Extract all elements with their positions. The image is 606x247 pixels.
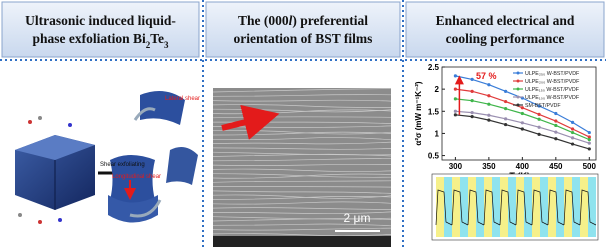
panel-title: orientation of BST films bbox=[234, 31, 373, 46]
legend-label: ULPE₂₀₀ W-BST/PVDF bbox=[525, 79, 580, 85]
y-tick-label: 1 bbox=[435, 129, 440, 138]
data-point bbox=[454, 113, 457, 116]
legend-marker bbox=[517, 104, 520, 107]
x-tick-label: 500 bbox=[583, 162, 597, 171]
title-segment: orientation of BST films bbox=[234, 31, 373, 46]
data-point bbox=[537, 113, 540, 116]
data-point bbox=[487, 83, 490, 86]
panel-title: Enhanced electrical and bbox=[436, 13, 575, 28]
x-tick-label: 450 bbox=[549, 162, 563, 171]
data-point bbox=[571, 136, 574, 139]
data-point bbox=[521, 121, 524, 124]
title-segment: ) preferential bbox=[292, 13, 368, 28]
data-point bbox=[588, 142, 591, 145]
exfoliation-illustration bbox=[15, 91, 198, 224]
legend-marker bbox=[517, 88, 520, 91]
title-segment: phase exfoliation Bi bbox=[32, 31, 146, 46]
y-tick-label: 2.5 bbox=[428, 63, 440, 72]
data-point bbox=[504, 123, 507, 126]
data-point bbox=[554, 112, 557, 115]
data-point bbox=[504, 90, 507, 93]
panel-title: cooling performance bbox=[446, 31, 565, 46]
data-point bbox=[521, 112, 524, 115]
data-point bbox=[521, 127, 524, 130]
title-segment: Te bbox=[150, 31, 164, 46]
data-point bbox=[471, 115, 474, 118]
header-box bbox=[406, 2, 604, 57]
data-point bbox=[554, 131, 557, 134]
data-point bbox=[454, 97, 457, 100]
y-tick-label: 2 bbox=[435, 85, 440, 94]
data-point bbox=[571, 131, 574, 134]
legend-marker bbox=[517, 96, 520, 99]
panel-title: Ultrasonic induced liquid- bbox=[25, 13, 176, 28]
data-point bbox=[537, 133, 540, 136]
illustration-label: Shear exfoliating bbox=[100, 162, 145, 168]
data-point bbox=[554, 119, 557, 122]
title-segment: Ultrasonic induced liquid- bbox=[25, 13, 176, 28]
title-segment: 3 bbox=[164, 40, 169, 50]
illustration-label: Lateral shear bbox=[165, 96, 200, 102]
title-segment: Enhanced electrical and bbox=[436, 13, 575, 28]
legend-label: ULPE₁₅₀ W-BST/PVDF bbox=[525, 87, 580, 93]
data-point bbox=[454, 74, 457, 77]
data-point bbox=[487, 103, 490, 106]
data-point bbox=[554, 137, 557, 140]
legend-marker bbox=[517, 72, 520, 75]
data-point bbox=[471, 78, 474, 81]
illustration-label: Longitudinal shear bbox=[112, 174, 161, 180]
line-chart: 0.511.522.5300350400450500T (K)α²σ (mW m… bbox=[414, 63, 597, 181]
title-segment: cooling performance bbox=[446, 31, 565, 46]
header-box bbox=[2, 2, 199, 57]
data-point bbox=[588, 147, 591, 150]
annotation: 57 % bbox=[476, 71, 497, 81]
scale-bar-label: 2 μm bbox=[344, 211, 371, 225]
y-axis-label: α²σ (mW m⁻¹K⁻²) bbox=[414, 81, 423, 145]
data-point bbox=[571, 121, 574, 124]
title-segment: The (000 bbox=[238, 13, 289, 28]
data-point bbox=[454, 88, 457, 91]
x-tick-label: 350 bbox=[482, 162, 496, 171]
header-box bbox=[206, 2, 400, 57]
data-point bbox=[537, 126, 540, 129]
legend-marker bbox=[517, 80, 520, 83]
panel-title: The (000l) preferential bbox=[238, 13, 368, 28]
legend-label: SM-BST/PVDF bbox=[525, 103, 561, 109]
y-tick-label: 0.5 bbox=[428, 152, 440, 161]
data-point bbox=[487, 119, 490, 122]
titles: Ultrasonic induced liquid-phase exfoliat… bbox=[25, 13, 575, 50]
data-point bbox=[487, 114, 490, 117]
data-point bbox=[504, 107, 507, 110]
data-point bbox=[487, 94, 490, 97]
legend-label: ULPE₂₅₀ W-BST/PVDF bbox=[525, 71, 580, 77]
data-point bbox=[554, 124, 557, 127]
y-tick-label: 1.5 bbox=[428, 107, 440, 116]
data-point bbox=[471, 90, 474, 93]
data-point bbox=[571, 127, 574, 130]
x-tick-label: 300 bbox=[449, 162, 463, 171]
data-point bbox=[471, 111, 474, 114]
graphical-abstract: Ultrasonic induced liquid-phase exfoliat… bbox=[0, 0, 606, 247]
data-point bbox=[571, 142, 574, 145]
data-point bbox=[537, 118, 540, 121]
cooling-cycle-plot bbox=[432, 174, 598, 240]
data-point bbox=[454, 110, 457, 113]
legend-label: ULPE₁₀₀ W-BST/PVDF bbox=[525, 95, 580, 101]
data-point bbox=[504, 117, 507, 120]
data-point bbox=[588, 138, 591, 141]
x-tick-label: 400 bbox=[516, 162, 530, 171]
data-point bbox=[588, 131, 591, 134]
data-point bbox=[504, 100, 507, 103]
data-point bbox=[471, 99, 474, 102]
data-point bbox=[521, 106, 524, 109]
